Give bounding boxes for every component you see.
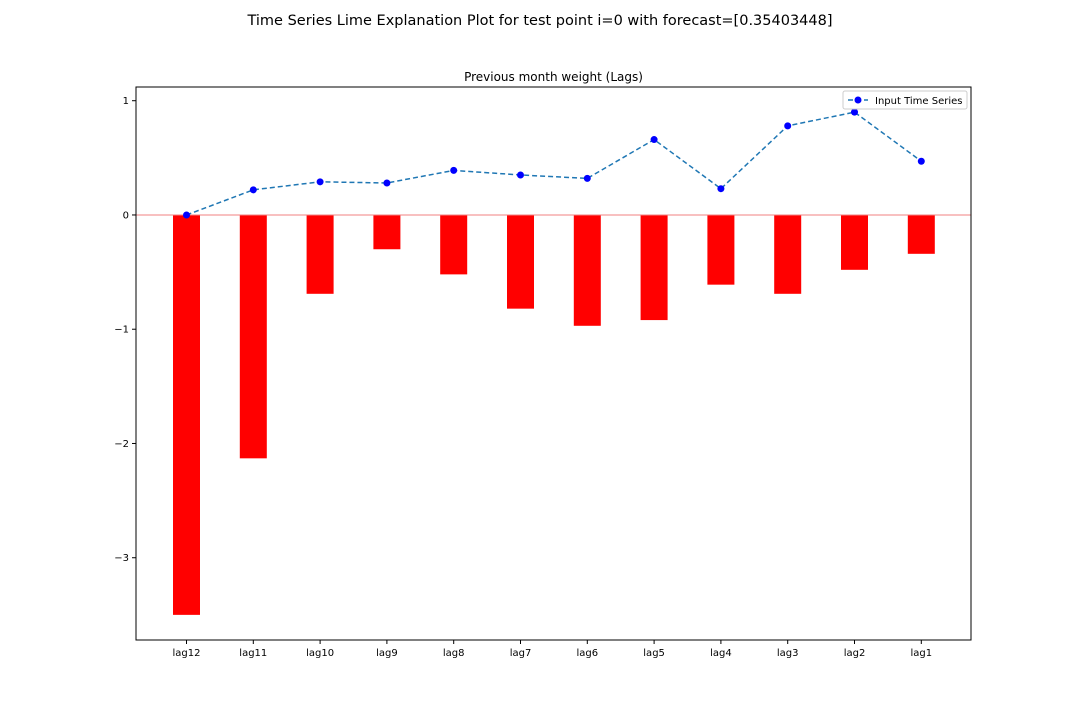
bar-lag1 bbox=[907, 214, 935, 254]
series-point-lag8 bbox=[450, 166, 458, 174]
x-tick-label-lag11: lag11 bbox=[239, 648, 267, 659]
x-tick-label-lag1: lag1 bbox=[910, 648, 932, 659]
axes-frame bbox=[135, 86, 972, 641]
x-tick-label-lag7: lag7 bbox=[510, 648, 532, 659]
series-point-lag3 bbox=[784, 122, 792, 130]
series-point-lag6 bbox=[583, 174, 591, 182]
x-tick-label-lag6: lag6 bbox=[576, 648, 598, 659]
x-tick-label-lag8: lag8 bbox=[443, 648, 465, 659]
plot-area: lag12 lag11 lag10 lag9 lag8 lag7 lag6 lag5 lag4 l… bbox=[114, 96, 971, 659]
series-point-lag7 bbox=[517, 171, 524, 179]
x-tick-label-lag3: lag3 bbox=[777, 648, 799, 659]
series-point-lag2 bbox=[851, 108, 858, 116]
legend: Input Time Series bbox=[842, 90, 968, 110]
y-tick-label-0: 1 bbox=[123, 96, 129, 107]
bar-lag11 bbox=[239, 214, 267, 459]
series-line-input-time-series bbox=[186, 111, 922, 216]
series-point-lag12 bbox=[183, 211, 190, 219]
series-point-lag10 bbox=[316, 178, 324, 186]
series-point-lag9 bbox=[383, 179, 391, 187]
bar-lag12 bbox=[173, 214, 200, 615]
bar-lag4 bbox=[707, 214, 735, 285]
bar-lag9 bbox=[373, 214, 401, 250]
x-tick-label-lag2: lag2 bbox=[844, 648, 866, 659]
figure-suptitle: Time Series Lime Explanation Plot for te… bbox=[246, 13, 832, 29]
x-tick-label-lag4: lag4 bbox=[710, 648, 732, 659]
series-point-lag5 bbox=[650, 136, 658, 144]
y-tick-label-2: −1 bbox=[114, 325, 129, 336]
series-point-lag1 bbox=[917, 157, 925, 165]
legend-box bbox=[842, 90, 968, 110]
bar-lag2 bbox=[841, 214, 868, 270]
x-tick-label-lag10: lag10 bbox=[306, 648, 334, 659]
legend-marker bbox=[854, 96, 862, 104]
bar-lag5 bbox=[640, 214, 668, 321]
y-tick-label-1: 0 bbox=[123, 210, 129, 221]
bar-lag3 bbox=[774, 214, 802, 294]
x-tick-label-lag9: lag9 bbox=[376, 648, 398, 659]
legend-label: Input Time Series bbox=[875, 96, 962, 107]
bar-lag10 bbox=[306, 214, 334, 294]
series-point-lag4 bbox=[717, 185, 725, 193]
y-tick-label-3: −2 bbox=[114, 439, 129, 450]
axes-title: Previous month weight (Lags) bbox=[464, 70, 643, 84]
x-tick-label-lag12: lag12 bbox=[173, 648, 201, 659]
bar-lag6 bbox=[573, 214, 601, 326]
bar-lag7 bbox=[507, 214, 534, 309]
bar-lag8 bbox=[440, 214, 468, 275]
y-tick-label-4: −3 bbox=[114, 553, 129, 564]
x-tick-label-lag5: lag5 bbox=[643, 648, 665, 659]
series-point-lag11 bbox=[249, 186, 257, 194]
